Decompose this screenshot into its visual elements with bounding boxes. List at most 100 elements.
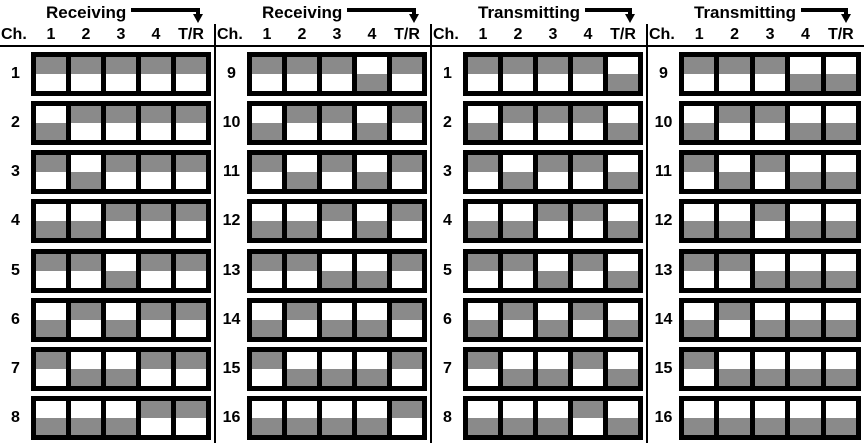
switch-down-half — [141, 74, 171, 91]
channel-label: 13 — [654, 261, 673, 279]
switch-down-half — [468, 74, 498, 91]
switch-up-half — [825, 57, 857, 74]
channel-label: 6 — [443, 310, 452, 328]
switch-cell-3 — [106, 204, 136, 239]
dip-switch-block — [679, 52, 861, 96]
switch-up-half — [106, 253, 136, 271]
arrow-head — [625, 14, 635, 23]
switch-cell-3 — [106, 351, 136, 386]
switch-cell-3 — [322, 155, 352, 190]
rows: 9 10 11 12 13 14 15 16 — [216, 47, 430, 443]
switch-up-half — [36, 302, 66, 320]
dip-switch-block — [247, 297, 427, 342]
switch-up-half — [719, 106, 750, 124]
switch-up-half — [468, 57, 498, 74]
switch-cell-1 — [36, 155, 66, 190]
arrow-stub — [628, 8, 632, 15]
dip-switch-block — [679, 101, 861, 146]
switch-cell-1 — [684, 204, 715, 239]
switch-down-half — [573, 123, 603, 141]
channel-row: 4 — [0, 199, 214, 244]
switch-cell-2 — [71, 302, 101, 337]
switch-up-half — [573, 253, 603, 271]
switch-cell-3 — [106, 155, 136, 190]
switch-down-half — [106, 368, 136, 386]
switch-up-half — [608, 351, 638, 369]
channel-label: 3 — [11, 163, 20, 181]
section-titlebar: Transmitting — [432, 0, 648, 24]
switch-up-half — [252, 204, 282, 222]
switch-cell-t-r — [176, 302, 206, 337]
switch-up-half — [790, 400, 821, 418]
column-header-t-r: T/R — [394, 26, 420, 43]
switch-down-half — [790, 123, 821, 141]
switch-down-half — [36, 270, 66, 288]
switch-cell-4 — [573, 57, 603, 91]
switch-up-half — [392, 253, 422, 271]
dip-switch-block — [463, 297, 643, 342]
switch-down-half — [573, 319, 603, 337]
switch-cell-1 — [252, 155, 282, 190]
switch-down-half — [573, 270, 603, 288]
switch-down-half — [503, 417, 533, 435]
switch-cell-2 — [503, 155, 533, 190]
channel-label: 11 — [655, 163, 672, 181]
channel-label: 11 — [223, 163, 240, 181]
switch-cell-2 — [503, 400, 533, 435]
switch-cell-2 — [719, 204, 750, 239]
switch-down-half — [252, 270, 282, 288]
switch-cell-1 — [36, 204, 66, 239]
switch-cell-2 — [287, 106, 317, 141]
switch-down-half — [538, 172, 568, 190]
channel-label: 5 — [443, 261, 452, 279]
switch-up-half — [468, 400, 498, 418]
section-receiving-ch9-16: Receiving Ch. 1 2 3 4 T/R 9 10 11 12 13 14 15 16 — [216, 0, 432, 443]
channel-row: 7 — [0, 346, 214, 391]
switch-down-half — [608, 368, 638, 386]
switch-down-half — [392, 74, 422, 91]
switch-up-half — [538, 57, 568, 74]
switch-down-half — [503, 319, 533, 337]
channel-row: 11 — [216, 150, 430, 195]
switch-cell-t-r — [392, 204, 422, 239]
switch-cell-2 — [503, 351, 533, 386]
switch-cell-3 — [322, 253, 352, 288]
switch-up-half — [503, 155, 533, 173]
dip-switch-block — [31, 101, 211, 146]
switch-cell-1 — [252, 204, 282, 239]
switch-up-half — [106, 302, 136, 320]
switch-cell-2 — [719, 57, 750, 91]
rows: 1 2 3 4 5 6 7 8 — [432, 47, 646, 443]
switch-down-half — [538, 221, 568, 239]
switch-up-half — [608, 57, 638, 74]
switch-down-half — [36, 74, 66, 91]
switch-down-half — [322, 270, 352, 288]
channel-label: 9 — [227, 65, 236, 82]
switch-up-half — [36, 351, 66, 369]
arrow-bar — [131, 8, 198, 12]
switch-up-half — [538, 351, 568, 369]
switch-up-half — [754, 302, 786, 320]
switch-up-half — [36, 400, 66, 418]
channel-label: 15 — [654, 359, 673, 377]
switch-up-half — [176, 155, 206, 173]
switch-cell-4 — [141, 204, 171, 239]
switch-cell-4 — [790, 253, 821, 288]
switch-up-half — [825, 155, 857, 173]
switch-cell-4 — [141, 155, 171, 190]
section-transmitting-ch1-8: Transmitting Ch. 1 2 3 4 T/R 1 2 3 4 5 6 7 8 — [432, 0, 648, 443]
switch-up-half — [392, 57, 422, 74]
switch-up-half — [357, 155, 387, 173]
switch-up-half — [252, 253, 282, 271]
switch-cell-1 — [36, 351, 66, 386]
switch-up-half — [503, 253, 533, 271]
switch-cell-1 — [684, 155, 715, 190]
switch-down-half — [141, 417, 171, 435]
switch-down-half — [684, 417, 715, 435]
switch-down-half — [790, 417, 821, 435]
switch-up-half — [503, 106, 533, 124]
switch-cell-3 — [754, 155, 786, 190]
section-body: Ch. 1 2 3 4 T/R 9 10 11 12 13 14 15 16 — [648, 24, 864, 443]
switch-cell-1 — [684, 351, 715, 386]
switch-up-half — [106, 106, 136, 124]
